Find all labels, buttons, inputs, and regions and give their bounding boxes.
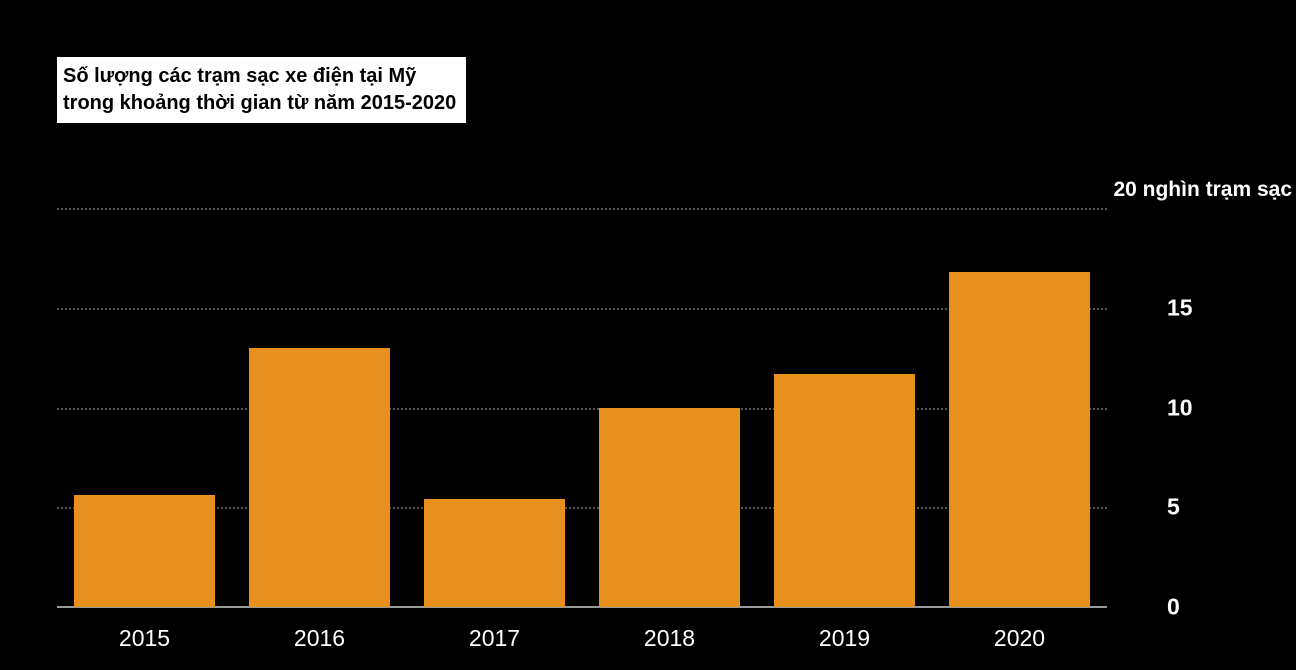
x-tick-label: 2017	[469, 625, 520, 652]
bar	[424, 499, 566, 607]
chart-title-line1: Số lượng các trạm sạc xe điện tại Mỹ	[63, 63, 456, 90]
chart-x-axis: 2015 2016 2017 2018 2019 2020	[57, 625, 1107, 665]
chart-title-line2: trong khoảng thời gian từ năm 2015-2020	[63, 90, 456, 117]
x-tick-label: 2020	[994, 625, 1045, 652]
y-tick-label: 10	[1167, 394, 1193, 421]
y-tick-label: 15	[1167, 294, 1193, 321]
bar	[599, 408, 741, 608]
y-tick-label: 5	[1167, 494, 1180, 521]
y-unit-label: 20 nghìn trạm sạc	[1113, 178, 1292, 202]
chart-title-box: Số lượng các trạm sạc xe điện tại Mỹ tro…	[57, 57, 466, 123]
bar	[949, 272, 1091, 607]
bar	[249, 348, 391, 607]
bar	[774, 374, 916, 607]
y-tick-label: 0	[1167, 594, 1180, 621]
x-tick-label: 2016	[294, 625, 345, 652]
bar	[74, 495, 216, 607]
x-tick-label: 2019	[819, 625, 870, 652]
gridline	[57, 208, 1107, 210]
chart-plot-area: 05101520 nghìn trạm sạc	[57, 208, 1107, 607]
x-tick-label: 2018	[644, 625, 695, 652]
x-tick-label: 2015	[119, 625, 170, 652]
